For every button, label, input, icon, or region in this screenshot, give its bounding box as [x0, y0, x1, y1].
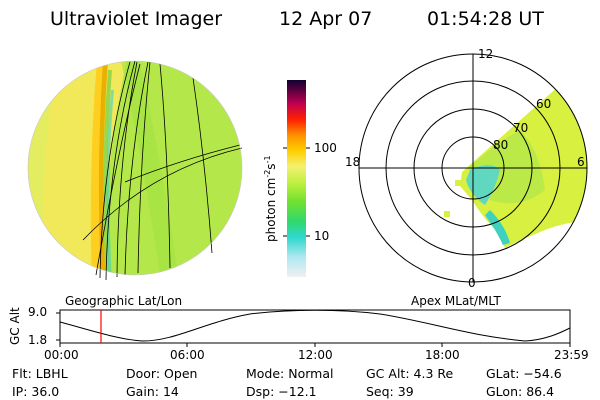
- info-door: Door: Open: [126, 366, 198, 381]
- date-label: 12 Apr 07: [279, 8, 373, 30]
- timeline-xtick-0: 00:00: [44, 348, 79, 362]
- timeline-ylabel: GC Alt: [8, 307, 22, 345]
- polar-grid: [358, 53, 588, 283]
- info-dsp: Dsp: −12.1: [246, 384, 317, 399]
- mlat-label-70: 70: [513, 121, 529, 135]
- instrument-title: Ultraviolet Imager: [50, 8, 223, 30]
- info-gc-alt: GC Alt: 4.3 Re: [366, 366, 454, 381]
- timeline-xtick-4: 23:59: [554, 348, 589, 362]
- mlat-label-60: 60: [536, 97, 552, 111]
- info-mode: Mode: Normal: [246, 366, 334, 381]
- colorbar-unit-label: photon cm-2s-1: [263, 155, 278, 242]
- colorbar-tick-100: 100: [314, 141, 337, 155]
- polar-image: [358, 53, 588, 283]
- timeline-xtick-1: 06:00: [170, 348, 205, 362]
- mlt-label-18: 18: [345, 155, 361, 169]
- mlt-label-6: 6: [577, 155, 585, 169]
- left-panel-caption: Geographic Lat/Lon: [65, 294, 183, 308]
- info-ip: IP: 36.0: [12, 384, 60, 399]
- info-gain: Gain: 14: [126, 384, 179, 399]
- time-label: 01:54:28 UT: [427, 8, 544, 30]
- timeline-xtick-3: 18:00: [425, 348, 460, 362]
- info-glat: GLat: −54.6: [486, 366, 562, 381]
- altitude-timeline-plot: [56, 309, 571, 347]
- colorbar-tick-10: 10: [314, 229, 330, 243]
- globe-image: [27, 60, 243, 281]
- color-scale-bar: [283, 80, 310, 277]
- timeline-ytick-low: 1.8: [28, 333, 48, 347]
- timeline-xtick-2: 12:00: [298, 348, 333, 362]
- mlt-label-0: 0: [468, 276, 476, 290]
- info-filter: Flt: LBHL: [12, 366, 68, 381]
- timeline-ytick-high: 9.0: [28, 305, 48, 319]
- mlat-label-80: 80: [493, 138, 509, 152]
- mlt-label-12: 12: [478, 47, 494, 61]
- globe-grid: [82, 60, 243, 281]
- right-panel-caption: Apex MLat/MLT: [411, 294, 501, 308]
- info-seq: Seq: 39: [366, 384, 414, 399]
- info-glon: GLon: 86.4: [486, 384, 555, 399]
